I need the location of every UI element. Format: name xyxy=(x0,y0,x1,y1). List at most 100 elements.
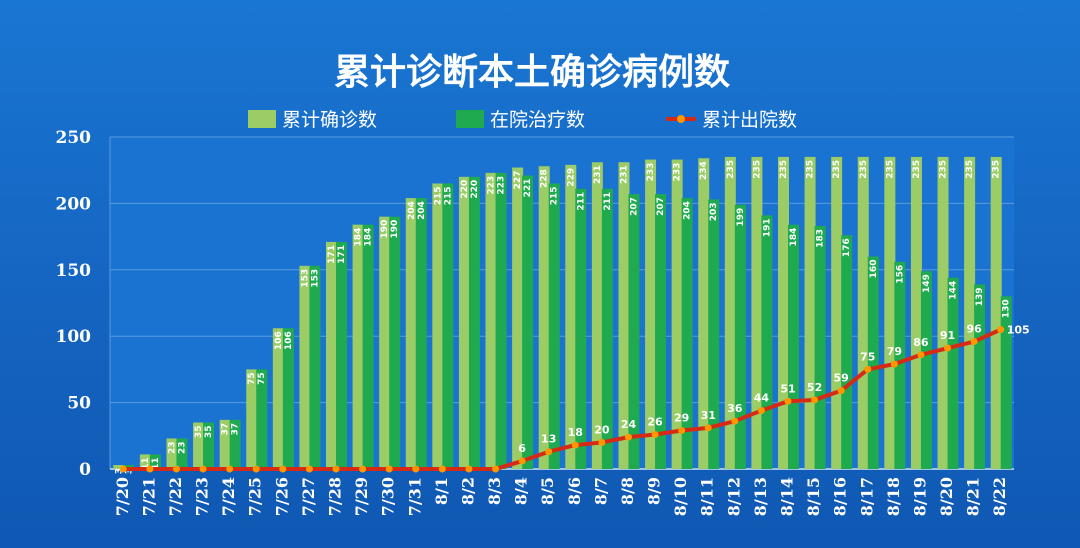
discharged-data-label: 20 xyxy=(594,423,610,436)
bar-label-cumulative-confirmed: 220 xyxy=(460,180,470,199)
bar-label-in-hospital: 23 xyxy=(177,441,187,454)
discharged-data-label: 36 xyxy=(727,402,743,415)
bar-cumulative-confirmed xyxy=(884,156,896,470)
bar-label-in-hospital: 215 xyxy=(443,186,453,205)
x-tick-label: 8/2 xyxy=(458,477,477,505)
bar-cumulative-confirmed xyxy=(937,156,949,470)
bar-cumulative-confirmed xyxy=(485,172,497,469)
bar-cumulative-confirmed xyxy=(857,156,869,470)
bar-label-in-hospital: 204 xyxy=(683,201,693,220)
discharged-marker xyxy=(598,438,606,446)
x-tick-label: 7/23 xyxy=(193,477,212,516)
discharged-data-label: 105 xyxy=(1007,324,1030,337)
bar-in-hospital xyxy=(522,175,534,469)
discharged-data-label: 24 xyxy=(621,418,637,431)
bar-in-hospital xyxy=(149,454,161,469)
bar-label-in-hospital: 220 xyxy=(470,180,480,199)
bar-label-in-hospital: 176 xyxy=(842,238,852,257)
bar-label-in-hospital: 191 xyxy=(762,218,772,237)
x-tick-label: 7/30 xyxy=(379,477,398,516)
bar-cumulative-confirmed xyxy=(618,162,630,469)
bar-label-cumulative-confirmed: 190 xyxy=(380,220,390,239)
x-tick-label: 7/29 xyxy=(352,477,371,516)
bar-label-in-hospital: 203 xyxy=(709,202,719,221)
bar-in-hospital xyxy=(336,241,347,469)
bar-in-hospital xyxy=(841,235,853,469)
bar-in-hospital xyxy=(203,422,215,469)
bar-in-hospital xyxy=(628,194,640,469)
discharged-data-label: 44 xyxy=(754,392,770,405)
bar-label-in-hospital: 156 xyxy=(895,265,905,284)
bar-label-cumulative-confirmed: 35 xyxy=(194,426,204,439)
bar-label-cumulative-confirmed: 153 xyxy=(300,269,310,288)
bar-in-hospital xyxy=(814,225,826,469)
bar-label-in-hospital: 211 xyxy=(576,192,586,211)
discharged-marker xyxy=(864,365,872,373)
x-tick-label: 8/8 xyxy=(618,477,637,505)
discharged-marker xyxy=(146,465,154,473)
bar-in-hospital xyxy=(734,204,746,469)
bar-label-cumulative-confirmed: 11 xyxy=(141,457,151,470)
bar-cumulative-confirmed xyxy=(831,156,843,470)
discharged-marker xyxy=(279,465,287,473)
bar-cumulative-confirmed xyxy=(645,159,657,470)
bar-label-cumulative-confirmed: 235 xyxy=(939,160,949,179)
bar-label-cumulative-confirmed: 215 xyxy=(433,186,443,205)
bar-label-cumulative-confirmed: 235 xyxy=(832,160,842,179)
bar-label-in-hospital: 211 xyxy=(603,192,613,211)
bar-in-hospital xyxy=(548,183,560,470)
x-tick-label: 7/24 xyxy=(219,477,238,516)
x-tick-label: 7/21 xyxy=(139,477,158,516)
legend-marker-discharged xyxy=(677,115,685,123)
discharged-marker xyxy=(704,424,712,432)
bar-cumulative-confirmed xyxy=(964,156,976,470)
bar-in-hospital xyxy=(575,188,587,470)
bar-label-cumulative-confirmed: 235 xyxy=(912,160,922,179)
chart-title: 累计诊断本土确诊病例数 xyxy=(334,52,730,93)
discharged-data-label: 6 xyxy=(518,442,526,455)
discharged-marker xyxy=(199,465,207,473)
bar-label-cumulative-confirmed: 228 xyxy=(540,169,550,188)
discharged-marker xyxy=(651,430,659,438)
bar-cumulative-confirmed xyxy=(538,166,550,469)
discharged-data-label: 86 xyxy=(913,336,929,349)
x-tick-label: 8/21 xyxy=(964,477,983,516)
bar-cumulative-confirmed xyxy=(166,438,178,469)
discharged-data-label: 29 xyxy=(674,411,689,424)
bar-in-hospital xyxy=(920,271,932,469)
discharged-marker xyxy=(944,344,952,352)
y-tick-label: 50 xyxy=(67,394,91,414)
x-tick-label: 7/31 xyxy=(405,477,424,516)
bar-label-cumulative-confirmed: 23 xyxy=(167,441,177,454)
bar-label-cumulative-confirmed: 229 xyxy=(566,168,576,187)
discharged-marker xyxy=(412,465,420,473)
bar-label-in-hospital: 37 xyxy=(231,423,241,436)
discharged-marker xyxy=(890,360,898,368)
x-tick-label: 8/1 xyxy=(432,477,451,505)
bar-in-hospital xyxy=(1000,296,1012,469)
bar-cumulative-confirmed xyxy=(432,183,444,470)
bar-cumulative-confirmed xyxy=(405,198,417,469)
x-tick-label: 8/19 xyxy=(910,477,929,516)
bar-label-in-hospital: 35 xyxy=(204,426,214,439)
x-tick-label: 8/6 xyxy=(565,477,584,505)
x-tick-label: 8/20 xyxy=(937,477,956,516)
discharged-data-label: 26 xyxy=(647,415,663,428)
bar-label-in-hospital: 199 xyxy=(736,208,746,227)
bar-cumulative-confirmed xyxy=(990,156,1002,470)
bar-label-in-hospital: 207 xyxy=(629,197,639,216)
bar-label-in-hospital: 207 xyxy=(656,197,666,216)
bar-label-in-hospital: 130 xyxy=(1002,299,1012,318)
bar-in-hospital xyxy=(282,328,294,469)
discharged-marker xyxy=(172,465,180,473)
bar-cumulative-confirmed xyxy=(193,422,205,469)
x-tick-label: 8/5 xyxy=(538,477,557,505)
x-tick-label: 8/16 xyxy=(831,477,850,516)
discharged-marker xyxy=(518,457,526,465)
bar-in-hospital xyxy=(495,172,507,469)
y-tick-label: 250 xyxy=(56,128,92,148)
bar-label-cumulative-confirmed: 75 xyxy=(247,372,257,385)
discharged-data-label: 75 xyxy=(860,350,875,363)
